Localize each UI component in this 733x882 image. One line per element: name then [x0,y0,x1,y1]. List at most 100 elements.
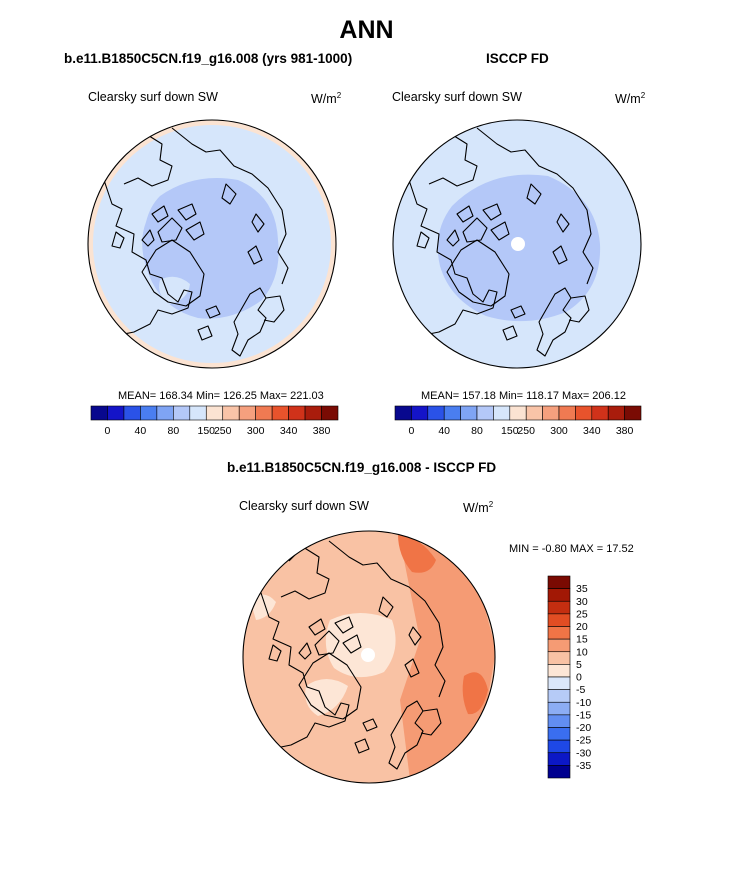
panel-2-colorbar-swatch [394,405,412,421]
panel-2-colorbar-tick-label: 250 [517,425,535,437]
diff-border [242,530,496,784]
panel-2-border [392,119,642,369]
panel-1-stats: MEAN= 168.34 Min= 126.25 Max= 221.03 [118,390,324,402]
panel-1-title: b.e11.B1850C5CN.f19_g16.008 (yrs 981-100… [64,51,353,66]
panel-1-colorbar-swatch [173,405,191,421]
diff-colorbar-tick-label: -5 [576,684,585,696]
diff-colorbar-swatch [547,765,571,779]
diff-colorbar-tick-label: 0 [576,672,582,684]
diff-region-high-east [400,540,495,780]
diff-region-low-west [305,679,348,716]
panel-1-colorbar-swatch [156,405,174,421]
panel-1-map [87,119,337,369]
diff-colorbar-tick-label: -35 [576,760,591,772]
diff-units: W/m2 [463,500,494,516]
panel-2-colorbar-swatch [460,405,478,421]
diff-colorbar-tick-label: -25 [576,735,591,747]
diff-colorbar-swatch [547,689,571,703]
panel-1-colorbar-swatch [123,405,141,421]
panel-1-colorbar-swatch [271,405,289,421]
panel-2-colorbar-tick-label: 0 [408,425,414,437]
panel-1-colorbar-swatch [90,405,108,421]
panel-1-colorbar-tick-label: 380 [313,425,331,437]
panel-2-colorbar-tick-label: 150 [501,425,519,437]
diff-variable-label: Clearsky surf down SW [239,499,369,513]
panel-1-colorbar-swatch [222,405,240,421]
panel-1-colorbar-swatch [238,405,256,421]
panel-1-colorbar-swatch [255,405,273,421]
diff-colorbar-swatch [547,588,571,602]
panel-1-colorbar-tick-label: 0 [105,425,111,437]
diff-colorbar-tick-label: -20 [576,722,591,734]
panel-1-region-patch [159,276,190,304]
panel-2-stats: MEAN= 157.18 Min= 118.17 Max= 206.12 [421,390,626,402]
panel-1-colorbar-tick-label: 150 [198,425,216,437]
panel-2-colorbar-swatch [493,405,511,421]
diff-colorbar-swatch [547,676,571,690]
diff-colorbar-swatch [547,664,571,678]
diff-colorbar-tick-label: 25 [576,608,588,620]
diff-colorbar-tick-label: -15 [576,709,591,721]
panel-2-colorbar-swatch [624,405,642,421]
panel-2-colorbar-swatch [607,405,625,421]
panel-1-border [87,119,337,369]
diff-title: b.e11.B1850C5CN.f19_g16.008 - ISCCP FD [227,460,497,475]
diff-colorbar-swatch [547,727,571,741]
panel-1-colorbar-swatch [140,405,158,421]
panel-1-colorbar-swatch [189,405,207,421]
diff-region-max-north [398,534,436,573]
main-title: ANN [339,16,394,44]
diff-colorbar-tick-label: -30 [576,747,591,759]
panel-1-colorbar-tick-label: 40 [135,425,147,437]
panel-2-colorbar-swatch [509,405,527,421]
diff-colorbar-swatch [547,701,571,716]
diff-colorbar-tick-label: -10 [576,697,591,709]
diff-colorbar-swatch [547,575,571,589]
panel-2-variable-label: Clearsky surf down SW [392,90,522,104]
diff-colorbar-swatch [547,752,571,766]
panel-2-colorbar-swatch [575,405,593,421]
diff-colorbar-swatch [547,613,571,627]
panel-2-colorbar-swatch [427,405,445,421]
panel-2-title: ISCCP FD [486,51,549,66]
diff-pole-hole [361,648,375,662]
panel-1-colorbar-swatch [304,405,322,421]
panel-2-colorbar-swatch [443,405,461,421]
diff-colorbar-swatch [547,714,571,728]
panel-1-colorbar-swatch [321,405,339,421]
diff-map [242,530,496,784]
panel-2-colorbar-tick-label: 300 [550,425,568,437]
panel-2-colorbar-swatch [525,405,543,421]
panel-2-colorbar-tick-label: 380 [616,425,634,437]
panel-1-colorbar-tick-label: 340 [280,425,298,437]
panel-1-units: W/m2 [311,91,342,107]
diff-colorbar-swatch [547,600,571,615]
panel-2-colorbar-swatch [558,405,576,421]
diff-colorbar-tick-label: 10 [576,646,588,658]
panel-2-colorbar-swatch [542,405,560,421]
diff-colorbar-swatch [547,638,571,653]
panel-1-colorbar-tick-label: 250 [214,425,232,437]
diff-colorbar-swatch [547,626,571,640]
panel-2-colorbar-swatch [591,405,609,421]
panel-1-variable-label: Clearsky surf down SW [88,90,218,104]
diff-colorbar-swatch [547,739,571,754]
diff-colorbar-swatch [547,651,571,665]
panel-1-colorbar-swatch [107,405,125,421]
panel-2-map [392,119,642,369]
panel-2-colorbar-tick-label: 340 [583,425,601,437]
panel-1-colorbar-tick-label: 300 [247,425,265,437]
diff-colorbar-tick-label: 35 [576,583,588,595]
diff-region-max-east [462,672,488,715]
panel-1-colorbar-swatch [288,405,306,421]
panel-1-colorbar-tick-label: 80 [167,425,179,437]
diff-min-max: MIN = -0.80 MAX = 17.52 [509,543,634,555]
diff-colorbar-tick-label: 5 [576,659,582,671]
panel-2-units: W/m2 [615,91,646,107]
panel-2-colorbar-swatch [476,405,494,421]
panel-2-colorbar-swatch [411,405,429,421]
diff-colorbar-tick-label: 15 [576,634,588,646]
